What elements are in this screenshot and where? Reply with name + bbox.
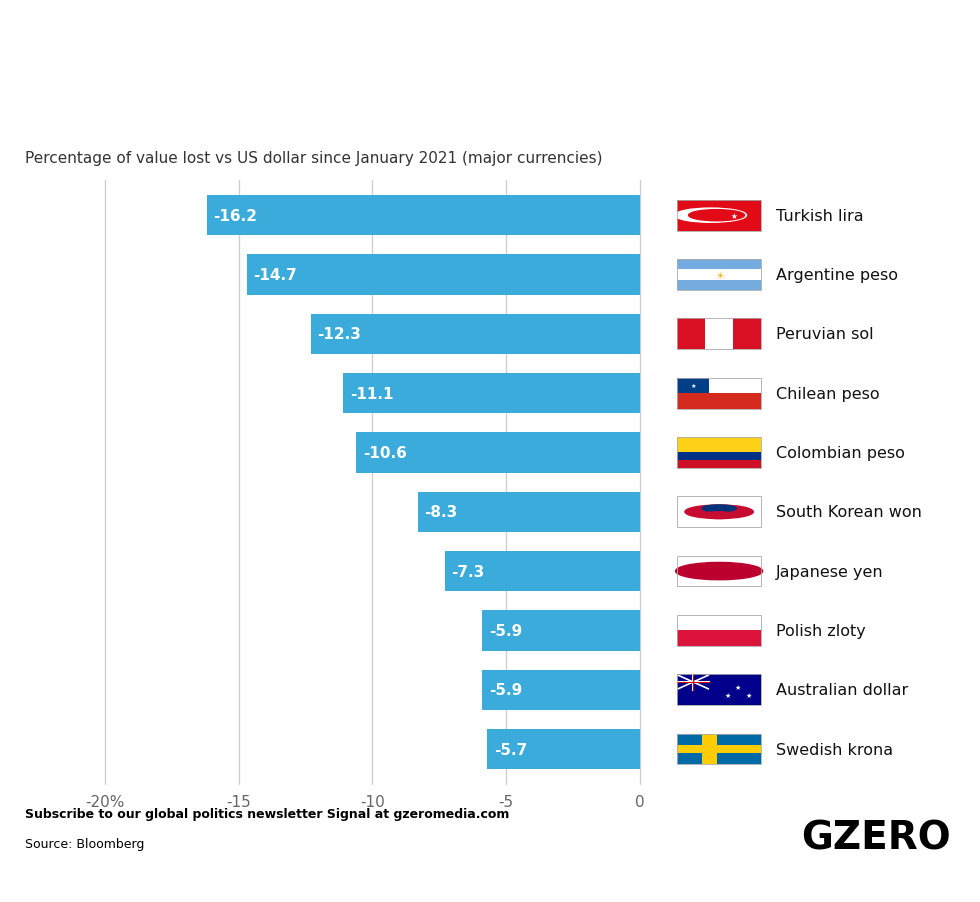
Bar: [343, 373, 640, 414]
Text: -14.7: -14.7: [254, 268, 297, 282]
Bar: [677, 378, 760, 410]
Bar: [677, 393, 760, 410]
Text: ★: ★: [690, 383, 696, 389]
Bar: [677, 675, 760, 705]
Text: -5.9: -5.9: [489, 683, 522, 697]
Circle shape: [702, 512, 736, 519]
Bar: [357, 433, 640, 473]
Bar: [733, 319, 761, 350]
Text: ☀: ☀: [714, 271, 723, 281]
Bar: [677, 260, 760, 290]
Bar: [677, 281, 760, 290]
Text: Source: Bloomberg: Source: Bloomberg: [24, 837, 144, 850]
Text: ★: ★: [746, 693, 752, 698]
Bar: [677, 270, 760, 281]
Text: Percentage of value lost vs US dollar since January 2021 (major currencies): Percentage of value lost vs US dollar si…: [24, 151, 602, 166]
Bar: [487, 729, 640, 769]
Text: GZERO: GZERO: [801, 819, 951, 857]
Bar: [677, 200, 760, 231]
Text: ★: ★: [731, 211, 738, 220]
Bar: [703, 734, 717, 765]
Text: Turkish lira: Turkish lira: [776, 208, 863, 224]
Bar: [710, 378, 761, 393]
Text: Worst performing currencies in 2021: Worst performing currencies in 2021: [24, 47, 980, 98]
Bar: [677, 260, 760, 270]
Bar: [207, 196, 640, 236]
Text: Chilean peso: Chilean peso: [776, 386, 879, 401]
Text: Peruvian sol: Peruvian sol: [776, 327, 873, 342]
Bar: [677, 615, 760, 630]
Text: Subscribe to our global politics newsletter Signal at gzeromedia.com: Subscribe to our global politics newslet…: [24, 807, 509, 820]
Text: Polish zloty: Polish zloty: [776, 623, 865, 639]
Bar: [247, 255, 640, 295]
Circle shape: [702, 505, 736, 512]
Circle shape: [689, 210, 745, 222]
Bar: [445, 551, 640, 592]
Text: Australian dollar: Australian dollar: [776, 683, 908, 697]
Bar: [417, 492, 640, 532]
Circle shape: [685, 505, 754, 519]
Bar: [677, 615, 760, 646]
Bar: [482, 670, 640, 710]
Text: -5.9: -5.9: [489, 623, 522, 639]
Text: -7.3: -7.3: [451, 564, 484, 579]
Text: Swedish krona: Swedish krona: [776, 741, 893, 757]
Bar: [706, 319, 733, 350]
Bar: [677, 453, 760, 461]
Text: Argentine peso: Argentine peso: [776, 268, 898, 282]
Bar: [677, 319, 760, 350]
Text: -11.1: -11.1: [350, 386, 393, 401]
Text: South Korean won: South Korean won: [776, 505, 922, 520]
Bar: [677, 497, 760, 528]
Bar: [677, 734, 760, 765]
Bar: [677, 556, 760, 587]
Bar: [677, 497, 760, 528]
Circle shape: [675, 563, 762, 580]
Circle shape: [675, 209, 747, 223]
Bar: [482, 611, 640, 651]
Bar: [677, 675, 760, 705]
Text: Colombian peso: Colombian peso: [776, 446, 905, 460]
Text: ★: ★: [734, 684, 741, 690]
Bar: [677, 437, 760, 453]
Text: -10.6: -10.6: [363, 446, 407, 460]
Bar: [677, 200, 760, 231]
Bar: [677, 556, 760, 587]
Bar: [677, 734, 760, 765]
Text: -8.3: -8.3: [424, 505, 458, 520]
Text: Japanese yen: Japanese yen: [776, 564, 884, 579]
Text: ★: ★: [724, 693, 731, 698]
Bar: [677, 378, 710, 393]
Text: -16.2: -16.2: [214, 208, 258, 224]
Bar: [677, 745, 760, 753]
Text: -12.3: -12.3: [318, 327, 362, 342]
Bar: [311, 314, 640, 354]
Text: -5.7: -5.7: [494, 741, 527, 757]
Bar: [677, 437, 760, 468]
Bar: [677, 630, 760, 646]
Bar: [677, 461, 760, 468]
Bar: [677, 319, 706, 350]
